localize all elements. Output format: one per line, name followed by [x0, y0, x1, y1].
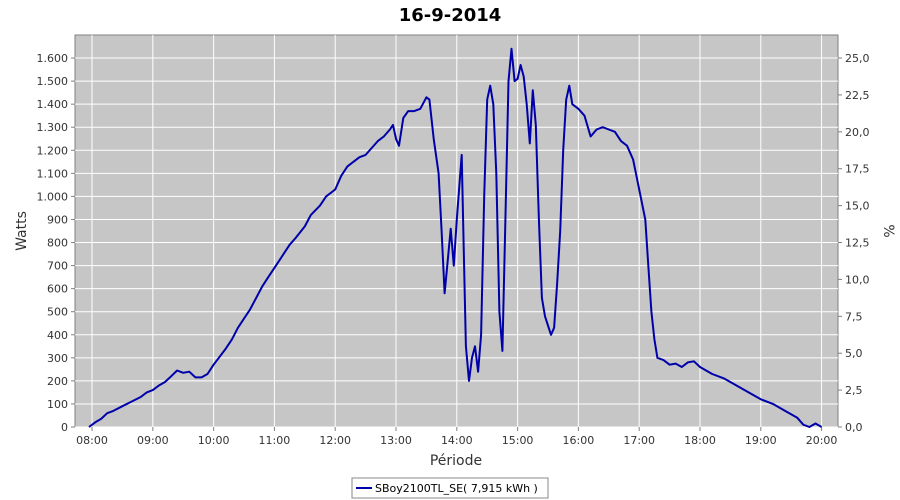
y2-axis-label: %: [880, 224, 896, 237]
y2-tick-label: 0,0: [845, 421, 863, 434]
y2-tick-label: 5,0: [845, 347, 863, 360]
legend-box: [351, 477, 549, 499]
y2-tick-label: 10,0: [845, 273, 870, 286]
y2-tick-label: 2,5: [845, 384, 863, 397]
y2-tick-label: 17,5: [845, 163, 870, 176]
y-tick-label: 700: [47, 260, 68, 273]
y-tick-label: 1.100: [37, 167, 69, 180]
y-tick-label: 1.500: [37, 75, 69, 88]
y-tick-label: 200: [47, 375, 68, 388]
y2-tick-label: 22,5: [845, 89, 870, 102]
x-tick-label: 18:00: [684, 434, 716, 447]
x-axis-label: Période: [430, 453, 482, 469]
x-tick-label: 15:00: [502, 434, 534, 447]
x-tick-label: 16:00: [563, 434, 595, 447]
x-tick-label: 13:00: [380, 434, 412, 447]
x-tick-label: 14:00: [441, 434, 473, 447]
x-tick-label: 09:00: [137, 434, 169, 447]
legend-label: SBoy2100TL_SE( 7,915 kWh ): [375, 482, 538, 495]
series-line: [88, 47, 823, 428]
y-tick-label: 500: [47, 306, 68, 319]
y-tick-label: 900: [47, 213, 68, 226]
y-tick-label: 1.600: [37, 52, 69, 65]
x-tick-label: 11:00: [259, 434, 291, 447]
x-tick-label: 08:00: [76, 434, 108, 447]
x-tick-label: 10:00: [198, 434, 230, 447]
y2-tick-label: 12,5: [845, 237, 870, 250]
y-tick-label: 600: [47, 283, 68, 296]
x-tick-label: 19:00: [745, 434, 777, 447]
y-axis-label: Watts: [14, 211, 30, 251]
y-tick-label: 800: [47, 237, 68, 250]
y-tick-label: 1.000: [37, 190, 69, 203]
y-tick-label: 1.300: [37, 121, 69, 134]
y-tick-label: 100: [47, 398, 68, 411]
chart-title: 16-9-2014: [399, 5, 502, 26]
y2-tick-label: 25,0: [845, 52, 870, 65]
y-tick-label: 300: [47, 352, 68, 365]
y2-tick-label: 7,5: [845, 310, 863, 323]
y2-axis-ticks: 0,0 2,5 5,0 7,5 10,0 12,5 15,0 17,5 20,0 22,5 25,0: [838, 52, 870, 434]
y-tick-label: 400: [47, 329, 68, 342]
y-axis-ticks: 0 100 200 300 400 500 600 700 800 900 1.000 1.100 1.…: [37, 52, 75, 434]
x-axis-ticks: 08:00 09:00 10:00 11:00 12:00 13:00 14:00 15:00…: [76, 427, 837, 447]
y-tick-label: 1.200: [37, 144, 69, 157]
y2-tick-label: 15,0: [845, 200, 870, 213]
y-tick-label: 0: [61, 421, 68, 434]
x-tick-label: 12:00: [319, 434, 351, 447]
x-tick-label: 20:00: [806, 434, 838, 447]
legend: SBoy2100TL_SE( 7,915 kWh ): [351, 477, 549, 499]
y-tick-label: 1.400: [37, 98, 69, 111]
series-layer: [88, 47, 823, 428]
x-tick-label: 17:00: [623, 434, 655, 447]
y2-tick-label: 20,0: [845, 126, 870, 139]
